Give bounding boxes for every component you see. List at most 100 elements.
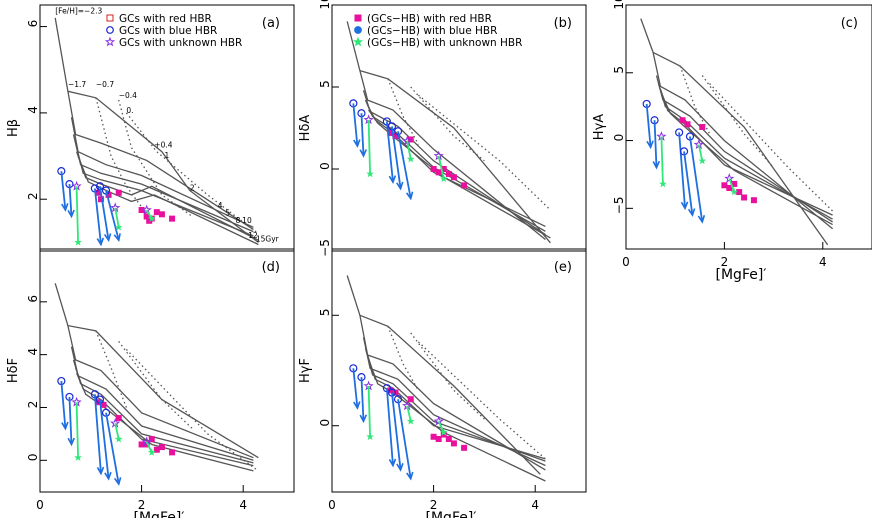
unknown-hbr-point [366, 432, 374, 440]
red-hbr-point [169, 215, 176, 222]
x-tick-label: 0 [328, 498, 336, 512]
y-tick-label: −5 [318, 239, 332, 257]
y-tick-label: 6 [26, 20, 40, 28]
blue-hbr-arrow [99, 186, 110, 241]
red-hbr-point [445, 435, 452, 442]
grid-annotation: 8 [236, 216, 241, 225]
blue-hbr-arrow [683, 151, 694, 216]
model-dotted-line [701, 75, 775, 169]
red-hbr-point [461, 182, 468, 189]
blue-hbr-arrowhead [388, 175, 397, 184]
grid-annotation: 0. [126, 106, 133, 115]
x-tick-label: 0 [622, 255, 630, 269]
red-hbr-point [736, 189, 743, 196]
model-dotted-line [118, 341, 193, 430]
unknown-hbr-point [114, 435, 123, 443]
model-grid-line [67, 325, 254, 459]
model-dotted-line [95, 330, 128, 408]
unknown-hbr-point [74, 453, 82, 461]
red-hbr-point [699, 124, 706, 130]
blue-hbr-arrow [645, 103, 652, 148]
panel-label: (d) [262, 260, 280, 275]
panel-label: (b) [554, 16, 572, 31]
unknown-hbr-arrow [75, 402, 79, 458]
blue-hbr-arrowhead [61, 203, 69, 212]
red-hbr-point [392, 133, 399, 140]
grid-annotation: 10 [242, 216, 252, 225]
blue-hbr-arrow [93, 394, 102, 474]
red-hbr-point [143, 213, 150, 220]
unknown-hbr-point [440, 174, 448, 183]
red-hbr-point [97, 196, 104, 203]
blue-hbr-arrowhead [396, 181, 404, 191]
y-tick-label: 6 [26, 295, 40, 303]
model-grid-line [70, 117, 254, 228]
grid-annotation: 12 [248, 231, 258, 240]
unknown-hbr-point [74, 238, 82, 246]
red-hbr-point [95, 189, 102, 196]
legend-label: GCs with blue HBR [119, 25, 217, 37]
model-grid-line [652, 52, 834, 230]
panel-frame [331, 248, 587, 493]
legend-label: GCs with red HBR [119, 13, 212, 25]
legend-marker-blue [106, 26, 114, 34]
unknown-hbr-point [730, 188, 738, 196]
x-tick-label: 0 [36, 498, 44, 512]
unknown-hbr-point [659, 179, 667, 188]
red-hbr-point [407, 396, 414, 403]
y-tick-label: 0 [26, 453, 40, 461]
y-axis-label: HδF [6, 358, 21, 383]
y-tick-label: 2 [26, 401, 40, 409]
model-dotted-line [118, 99, 193, 218]
blue-hbr-arrow [360, 113, 365, 156]
x-tick-label: 2 [721, 255, 729, 269]
blue-hbr-arrowhead [103, 233, 112, 243]
blue-hbr-arrow [68, 184, 73, 217]
unknown-hbr-arrow [406, 405, 412, 422]
y-tick-label: 0 [612, 134, 626, 142]
model-dotted-line [417, 341, 546, 460]
model-grid-line [364, 348, 546, 462]
red-hbr-point [148, 436, 155, 443]
panel-frame [331, 4, 587, 252]
blue-hbr-arrow [653, 120, 658, 168]
panel-frame [39, 4, 295, 252]
unknown-hbr-arrow [367, 385, 371, 437]
red-hbr-point [741, 194, 748, 201]
red-hbr-point [105, 191, 112, 198]
blue-hbr-arrowhead [67, 209, 75, 219]
red-hbr-point [100, 401, 107, 408]
blue-hbr-arrow [99, 399, 110, 479]
grid-annotation: 2 [190, 184, 195, 193]
blue-hbr-arrowhead [405, 191, 414, 201]
blue-hbr-arrow [60, 171, 67, 211]
grid-annotation: −1.7 [68, 80, 86, 89]
red-hbr-point [158, 444, 165, 451]
x-tick-label: 2 [430, 498, 438, 512]
red-hbr-point [435, 169, 442, 176]
red-hbr-point [731, 180, 738, 187]
grid-annotation: −0.7 [96, 80, 114, 89]
red-hbr-point [684, 121, 691, 128]
x-tick-label: 2 [138, 498, 146, 512]
blue-hbr-arrowhead [359, 414, 367, 424]
unknown-hbr-arrow [697, 144, 704, 162]
blue-hbr-arrow [105, 412, 120, 485]
legend-marker-unknown [104, 36, 116, 47]
unknown-hbr-point [148, 448, 156, 456]
blue-hbr-arrowhead [680, 201, 689, 211]
model-dotted-line [387, 78, 419, 145]
unknown-hbr-point [440, 428, 448, 436]
blue-hbr-arrow [385, 388, 394, 466]
red-hbr-point [169, 449, 176, 456]
unknown-hbr-arrow [145, 441, 153, 453]
model-grid-line [346, 21, 551, 244]
blue-hbr-arrowhead [113, 233, 121, 242]
model-grid-line [54, 283, 259, 459]
y-tick-label: 4 [26, 348, 40, 356]
blue-hbr-arrowhead [353, 401, 361, 410]
unknown-hbr-point [698, 156, 707, 165]
blue-hbr-arrowhead [61, 421, 69, 431]
